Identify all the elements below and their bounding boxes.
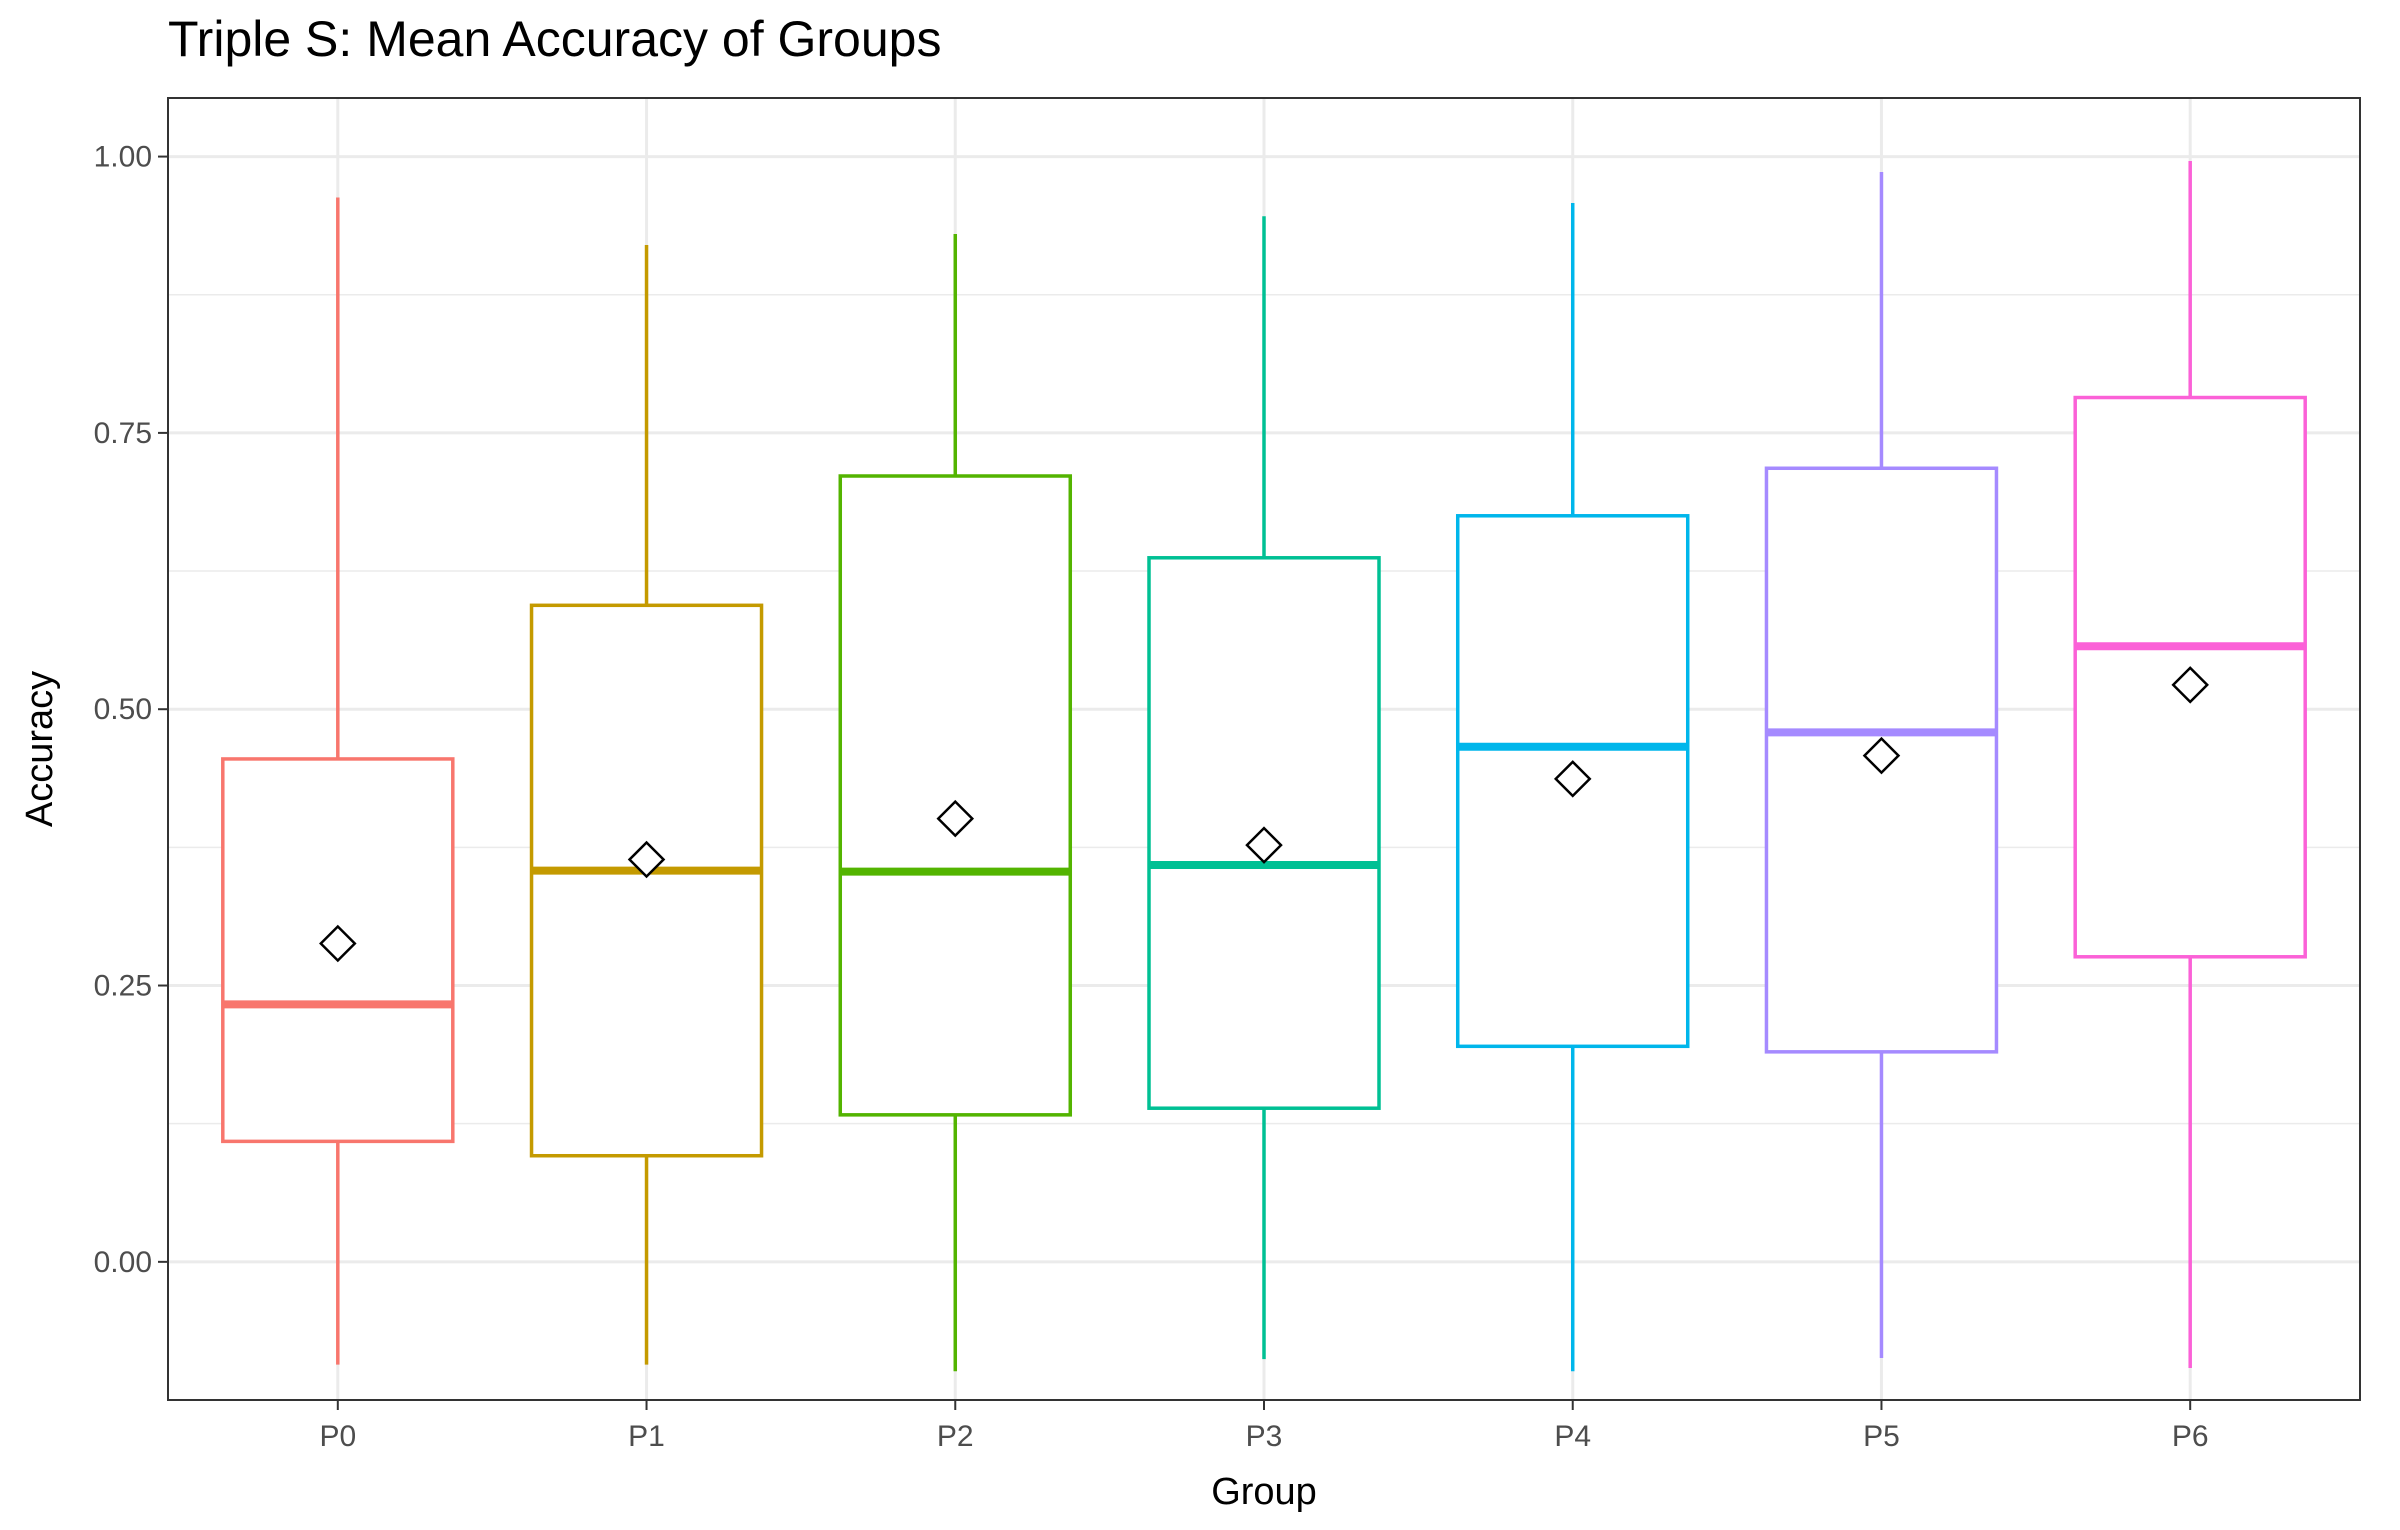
mean-marker: [936, 799, 975, 838]
axes: 0.00 0.25 0.50 0.75 1.00 P0 P1 P2 P3 P4 P5 P6: [94, 141, 2209, 1453]
x-tick-label: P3: [1246, 1420, 1283, 1453]
box-series: [221, 161, 2307, 1372]
mean-marker: [627, 840, 666, 879]
x-tick-label: P4: [1554, 1420, 1591, 1453]
box-P5: [1764, 172, 1999, 1358]
box-P2: [838, 233, 1073, 1372]
y-tick-label: 0.75: [94, 417, 152, 450]
box-P3: [1147, 216, 1381, 1360]
mean-marker: [1245, 826, 1283, 864]
box-P1: [529, 245, 764, 1365]
mean-marker: [1553, 760, 1592, 798]
y-axis-title: Accuracy: [19, 671, 61, 827]
y-tick-label: 1.00: [94, 141, 152, 174]
chart-title: Triple S: Mean Accuracy of Groups: [168, 11, 942, 67]
x-tick-label: P6: [2172, 1420, 2209, 1453]
x-tick-label: P1: [628, 1420, 665, 1453]
box-P4: [1455, 203, 1690, 1372]
interquartile-box: [529, 603, 764, 1158]
x-axis-title: Group: [1211, 1471, 1317, 1513]
y-tick-label: 0.25: [94, 970, 152, 1003]
box-P0: [221, 197, 455, 1365]
x-tick-label: P5: [1863, 1420, 1900, 1453]
interquartile-box: [838, 474, 1073, 1117]
y-tick-label: 0.50: [94, 693, 152, 726]
x-tick-label: P2: [937, 1420, 974, 1453]
mean-marker: [1862, 736, 1901, 775]
y-tick-label: 0.00: [94, 1246, 152, 1279]
x-tick-label: P0: [319, 1420, 356, 1453]
mean-marker: [2171, 666, 2209, 704]
box-P6: [2073, 161, 2307, 1368]
mean-marker: [319, 924, 357, 963]
